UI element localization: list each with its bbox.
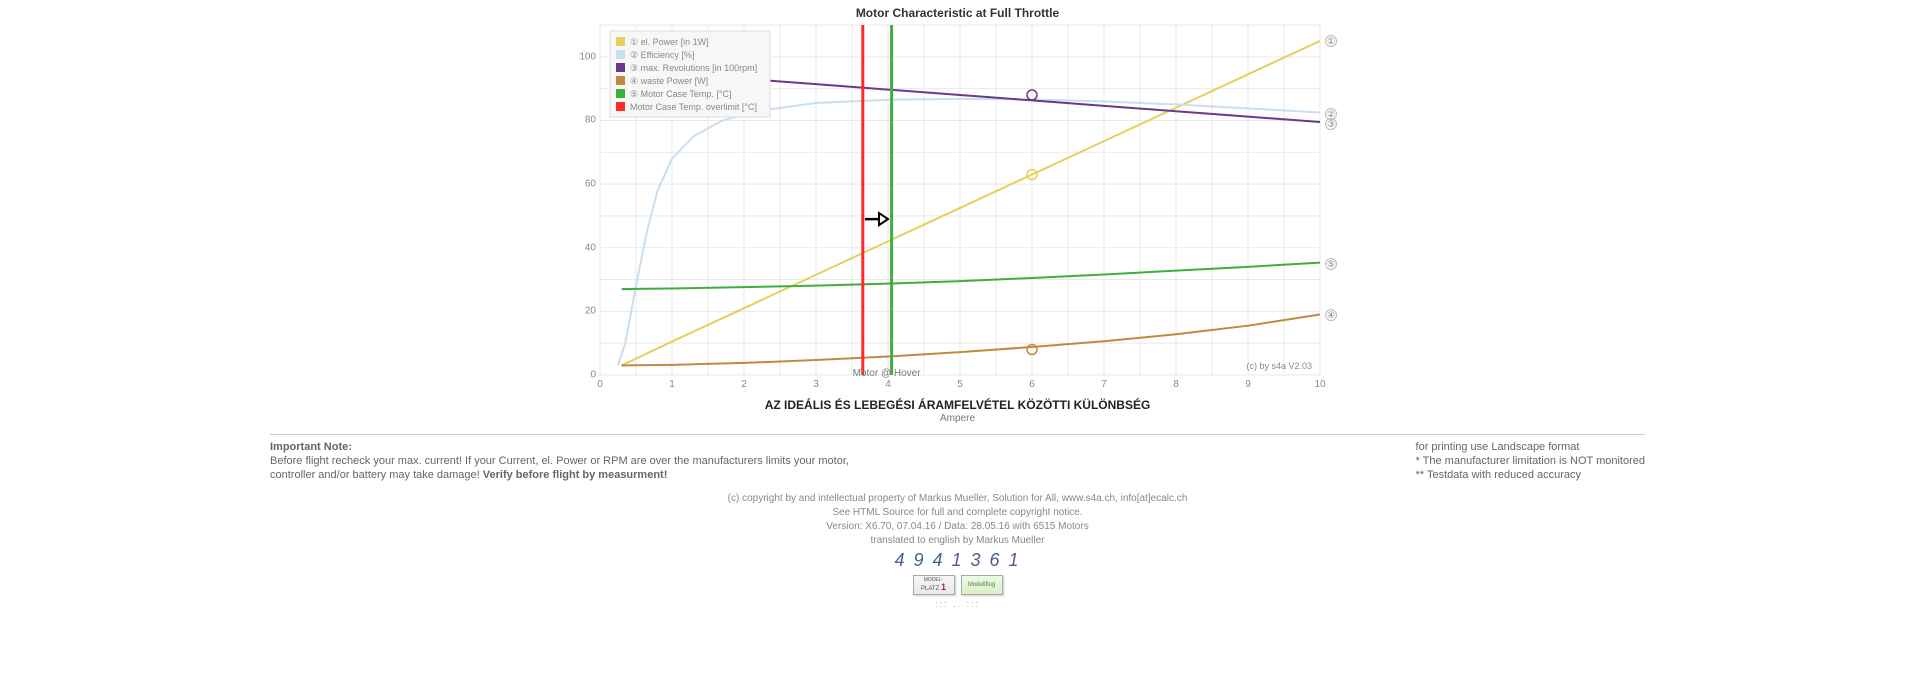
x-tick: 10 [1314, 379, 1325, 390]
x-tick: 3 [813, 379, 819, 390]
footer-line2: See HTML Source for full and complete co… [0, 506, 1915, 520]
side-marker: ③ [1325, 118, 1337, 130]
badges: MODEL- PLATZ 1 Modellflug [0, 575, 1915, 595]
svg-text:③ max. Revolutions [in 100rpm]: ③ max. Revolutions [in 100rpm] [630, 63, 757, 73]
footer-line4: translated to english by Markus Mueller [0, 534, 1915, 548]
y-tick: 40 [568, 242, 596, 253]
side-marker: ① [1325, 35, 1337, 47]
footer-line3: Version: X6.70, 07.04.16 / Data: 28.05.1… [0, 520, 1915, 534]
x-tick: 6 [1029, 379, 1035, 390]
y-tick: 0 [568, 370, 596, 381]
separator [270, 434, 1645, 435]
footer-dots: ::: .. ::: [0, 599, 1915, 609]
chart-area: Motor @ Hover (c) by s4a V2.03 ① el. Power… [565, 20, 1350, 400]
footer-line1: (c) copyright by and intellectual proper… [0, 492, 1915, 506]
y-tick: 100 [568, 51, 596, 62]
x-tick: 7 [1101, 379, 1107, 390]
badge-platz: MODEL- PLATZ 1 [913, 575, 955, 595]
note-head: Important Note: [270, 441, 352, 453]
x-tick: 2 [741, 379, 747, 390]
y-tick: 80 [568, 115, 596, 126]
svg-text:Motor @ Hover: Motor @ Hover [853, 368, 922, 379]
chart-title: Motor Characteristic at Full Throttle [0, 0, 1915, 20]
badge-modellflug: Modellflug [961, 575, 1003, 595]
x-tick: 5 [957, 379, 963, 390]
chart-svg: Motor @ Hover (c) by s4a V2.03 ① el. Power… [565, 20, 1350, 400]
y-tick: 60 [568, 179, 596, 190]
side-marker: ⑤ [1325, 258, 1337, 270]
chart-subtitle: AZ IDEÁLIS ÉS LEBEGÉSI ÁRAMFELVÉTEL KÖZÖ… [0, 398, 1915, 412]
x-tick: 1 [669, 379, 675, 390]
x-tick: 9 [1245, 379, 1251, 390]
y-tick: 20 [568, 306, 596, 317]
x-tick: 8 [1173, 379, 1179, 390]
x-tick: 4 [885, 379, 891, 390]
svg-text:⑤ Motor Case Temp. [°C]: ⑤ Motor Case Temp. [°C] [630, 89, 732, 99]
svg-text:① el. Power [in 1W]: ① el. Power [in 1W] [630, 37, 709, 47]
svg-text:② Efficiency [%]: ② Efficiency [%] [630, 50, 694, 60]
svg-text:(c) by s4a V2.03: (c) by s4a V2.03 [1246, 361, 1312, 371]
counter: 4 9 4 1 3 6 1 [0, 550, 1915, 571]
x-axis-label: Ampere [0, 413, 1915, 424]
svg-text:Motor Case Temp. overlimit [°C: Motor Case Temp. overlimit [°C] [630, 102, 757, 112]
side-marker: ④ [1325, 309, 1337, 321]
note-warn: Verify before flight by measurment! [483, 469, 668, 481]
x-tick: 0 [597, 379, 603, 390]
note-right-3: ** Testdata with reduced accuracy [1416, 469, 1645, 483]
note-right-2: * The manufacturer limitation is NOT mon… [1416, 455, 1645, 469]
note-right-1: for printing use Landscape format [1416, 441, 1645, 455]
notes-block: Important Note: Before flight recheck yo… [270, 441, 1645, 482]
footer: (c) copyright by and intellectual proper… [0, 492, 1915, 548]
svg-text:④ waste Power [W]: ④ waste Power [W] [630, 76, 708, 86]
